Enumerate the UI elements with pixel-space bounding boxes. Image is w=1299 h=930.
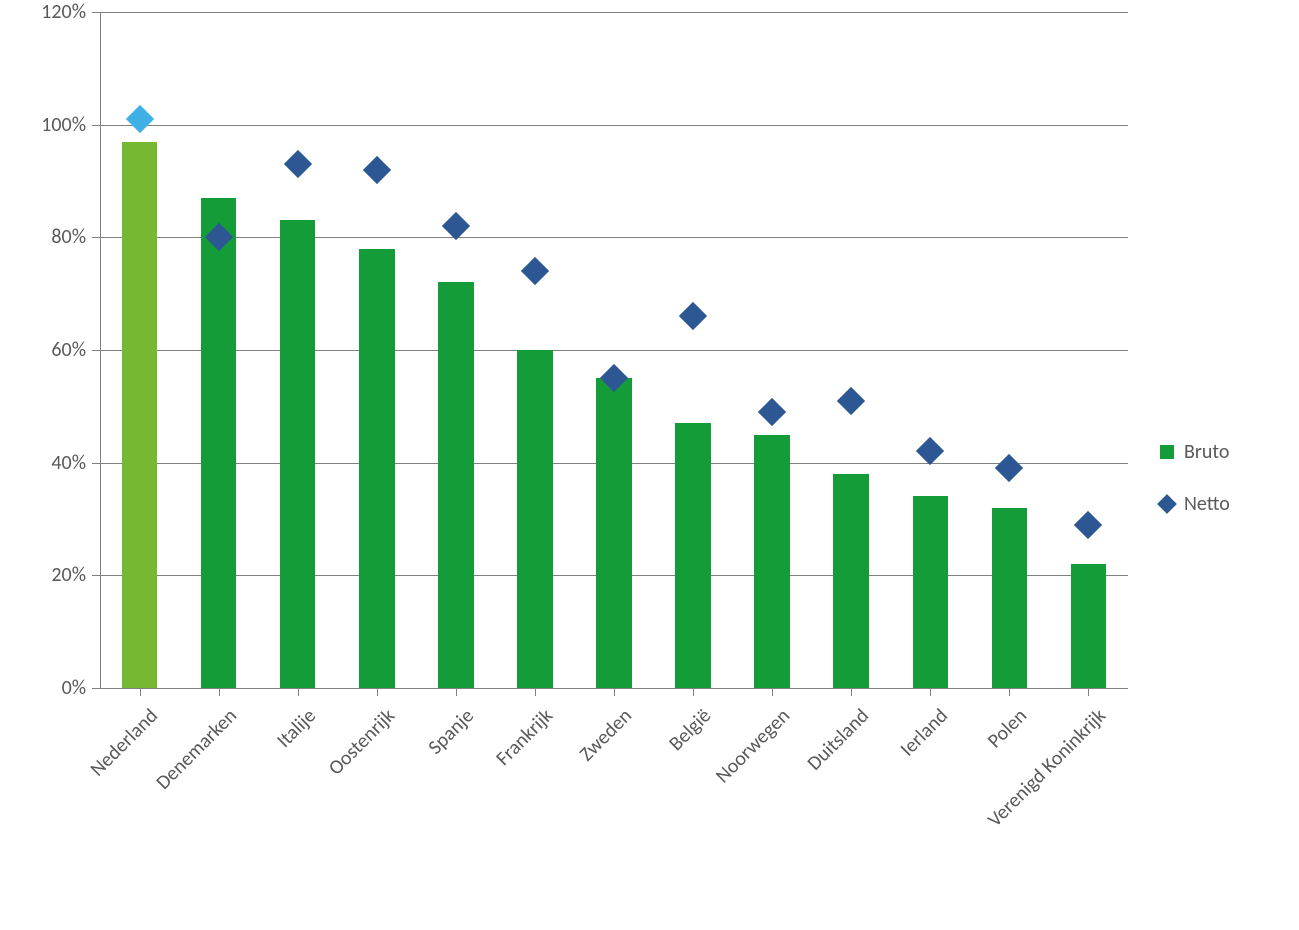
x-tick xyxy=(298,688,299,696)
x-axis-label: Ierland xyxy=(795,704,953,862)
legend-item-bruto: Bruto xyxy=(1160,440,1230,464)
x-axis-label: Verenigd Koninkrijk xyxy=(953,704,1111,862)
y-axis-label: 60% xyxy=(51,338,86,362)
bar xyxy=(675,423,711,688)
legend-swatch-square xyxy=(1160,445,1174,459)
x-tick xyxy=(693,688,694,696)
diamond-marker xyxy=(284,150,312,178)
diamond-marker xyxy=(363,156,391,184)
diamond-marker xyxy=(679,302,707,330)
y-tick xyxy=(92,463,100,464)
diamond-marker xyxy=(125,105,153,133)
x-axis-label: Polen xyxy=(874,704,1032,862)
x-tick xyxy=(219,688,220,696)
x-tick xyxy=(1009,688,1010,696)
y-axis-label: 20% xyxy=(51,563,86,587)
gridline xyxy=(100,237,1128,238)
x-axis-label: Duitsland xyxy=(716,704,874,862)
bar xyxy=(201,198,237,688)
chart-container: 0% 20% 40% 60% 80% 100% 120% NederlandDenemark… xyxy=(0,0,1299,930)
bar xyxy=(992,508,1028,688)
bar xyxy=(280,220,316,688)
bar xyxy=(754,435,790,689)
y-tick xyxy=(92,125,100,126)
x-axis-label: Italije xyxy=(162,704,320,862)
y-tick xyxy=(92,350,100,351)
x-axis-label: Nederland xyxy=(4,704,162,862)
x-tick xyxy=(377,688,378,696)
bar xyxy=(438,282,474,688)
plot-area xyxy=(100,12,1128,688)
bar xyxy=(517,350,553,688)
x-axis-label: Noorwegen xyxy=(637,704,795,862)
legend-item-netto: Netto xyxy=(1160,492,1230,516)
diamond-marker xyxy=(995,454,1023,482)
bar xyxy=(359,249,395,688)
diamond-marker xyxy=(521,257,549,285)
y-axis-label: 100% xyxy=(41,113,86,137)
y-tick xyxy=(92,237,100,238)
gridline xyxy=(100,350,1128,351)
x-axis-label: Oostenrijk xyxy=(241,704,399,862)
y-axis-label: 40% xyxy=(51,451,86,475)
diamond-marker xyxy=(442,212,470,240)
y-tick xyxy=(92,575,100,576)
legend-swatch-diamond xyxy=(1157,494,1177,514)
diamond-marker xyxy=(837,387,865,415)
gridline xyxy=(100,125,1128,126)
bar xyxy=(1071,564,1107,688)
bar xyxy=(913,496,949,688)
x-axis-label: Zweden xyxy=(479,704,637,862)
legend-label: Netto xyxy=(1184,492,1230,516)
x-tick xyxy=(456,688,457,696)
diamond-marker xyxy=(916,437,944,465)
gridline xyxy=(100,12,1128,13)
y-axis-label: 80% xyxy=(51,225,86,249)
x-axis-label: België xyxy=(558,704,716,862)
x-tick xyxy=(851,688,852,696)
bar xyxy=(833,474,869,688)
y-axis-label: 120% xyxy=(41,0,86,24)
y-tick xyxy=(92,688,100,689)
legend: Bruto Netto xyxy=(1160,440,1230,544)
y-tick xyxy=(92,12,100,13)
y-axis-label: 0% xyxy=(62,676,86,700)
x-tick xyxy=(535,688,536,696)
x-axis-label: Spanje xyxy=(320,704,478,862)
bar xyxy=(596,378,632,688)
diamond-marker xyxy=(1074,510,1102,538)
x-axis-label: Frankrijk xyxy=(400,704,558,862)
x-tick xyxy=(1088,688,1089,696)
x-tick xyxy=(614,688,615,696)
y-axis-line xyxy=(100,12,101,688)
x-axis-label: Denemarken xyxy=(83,704,241,862)
x-tick xyxy=(930,688,931,696)
x-tick xyxy=(140,688,141,696)
bar xyxy=(122,142,158,688)
x-tick xyxy=(772,688,773,696)
legend-label: Bruto xyxy=(1184,440,1229,464)
diamond-marker xyxy=(758,398,786,426)
